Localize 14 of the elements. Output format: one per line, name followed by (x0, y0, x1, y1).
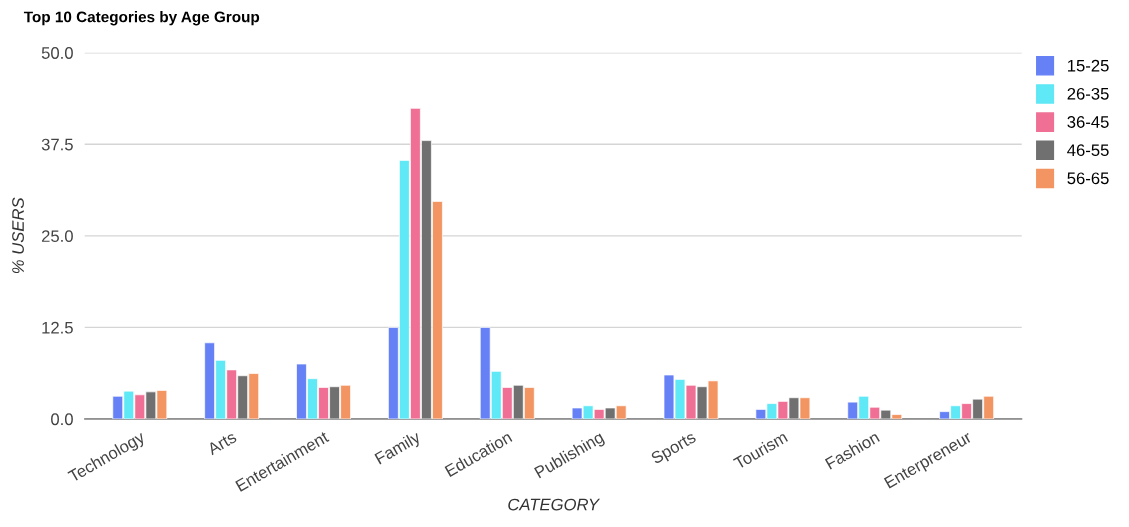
legend-label: 56-65 (1067, 172, 1109, 185)
legend-label: 46-55 (1067, 144, 1109, 157)
x-tick-label: Arts (206, 430, 238, 456)
y-tick-label: 50.0 (41, 47, 73, 59)
chart-title: Top 10 Categories by Age Group (23, 11, 260, 26)
y-tick-label: 25.0 (41, 230, 73, 243)
legend-label: 26-35 (1067, 87, 1109, 100)
x-axis-title: CATEGORY (508, 498, 601, 511)
y-axis-title: % USERS (12, 197, 24, 274)
legend-label: 36-45 (1067, 116, 1109, 128)
y-tick-label: 37.5 (41, 138, 73, 151)
legend-label: 15-25 (1068, 59, 1109, 72)
y-tick-label: 0.0 (51, 413, 73, 426)
y-tick-label: 12.5 (42, 321, 73, 334)
